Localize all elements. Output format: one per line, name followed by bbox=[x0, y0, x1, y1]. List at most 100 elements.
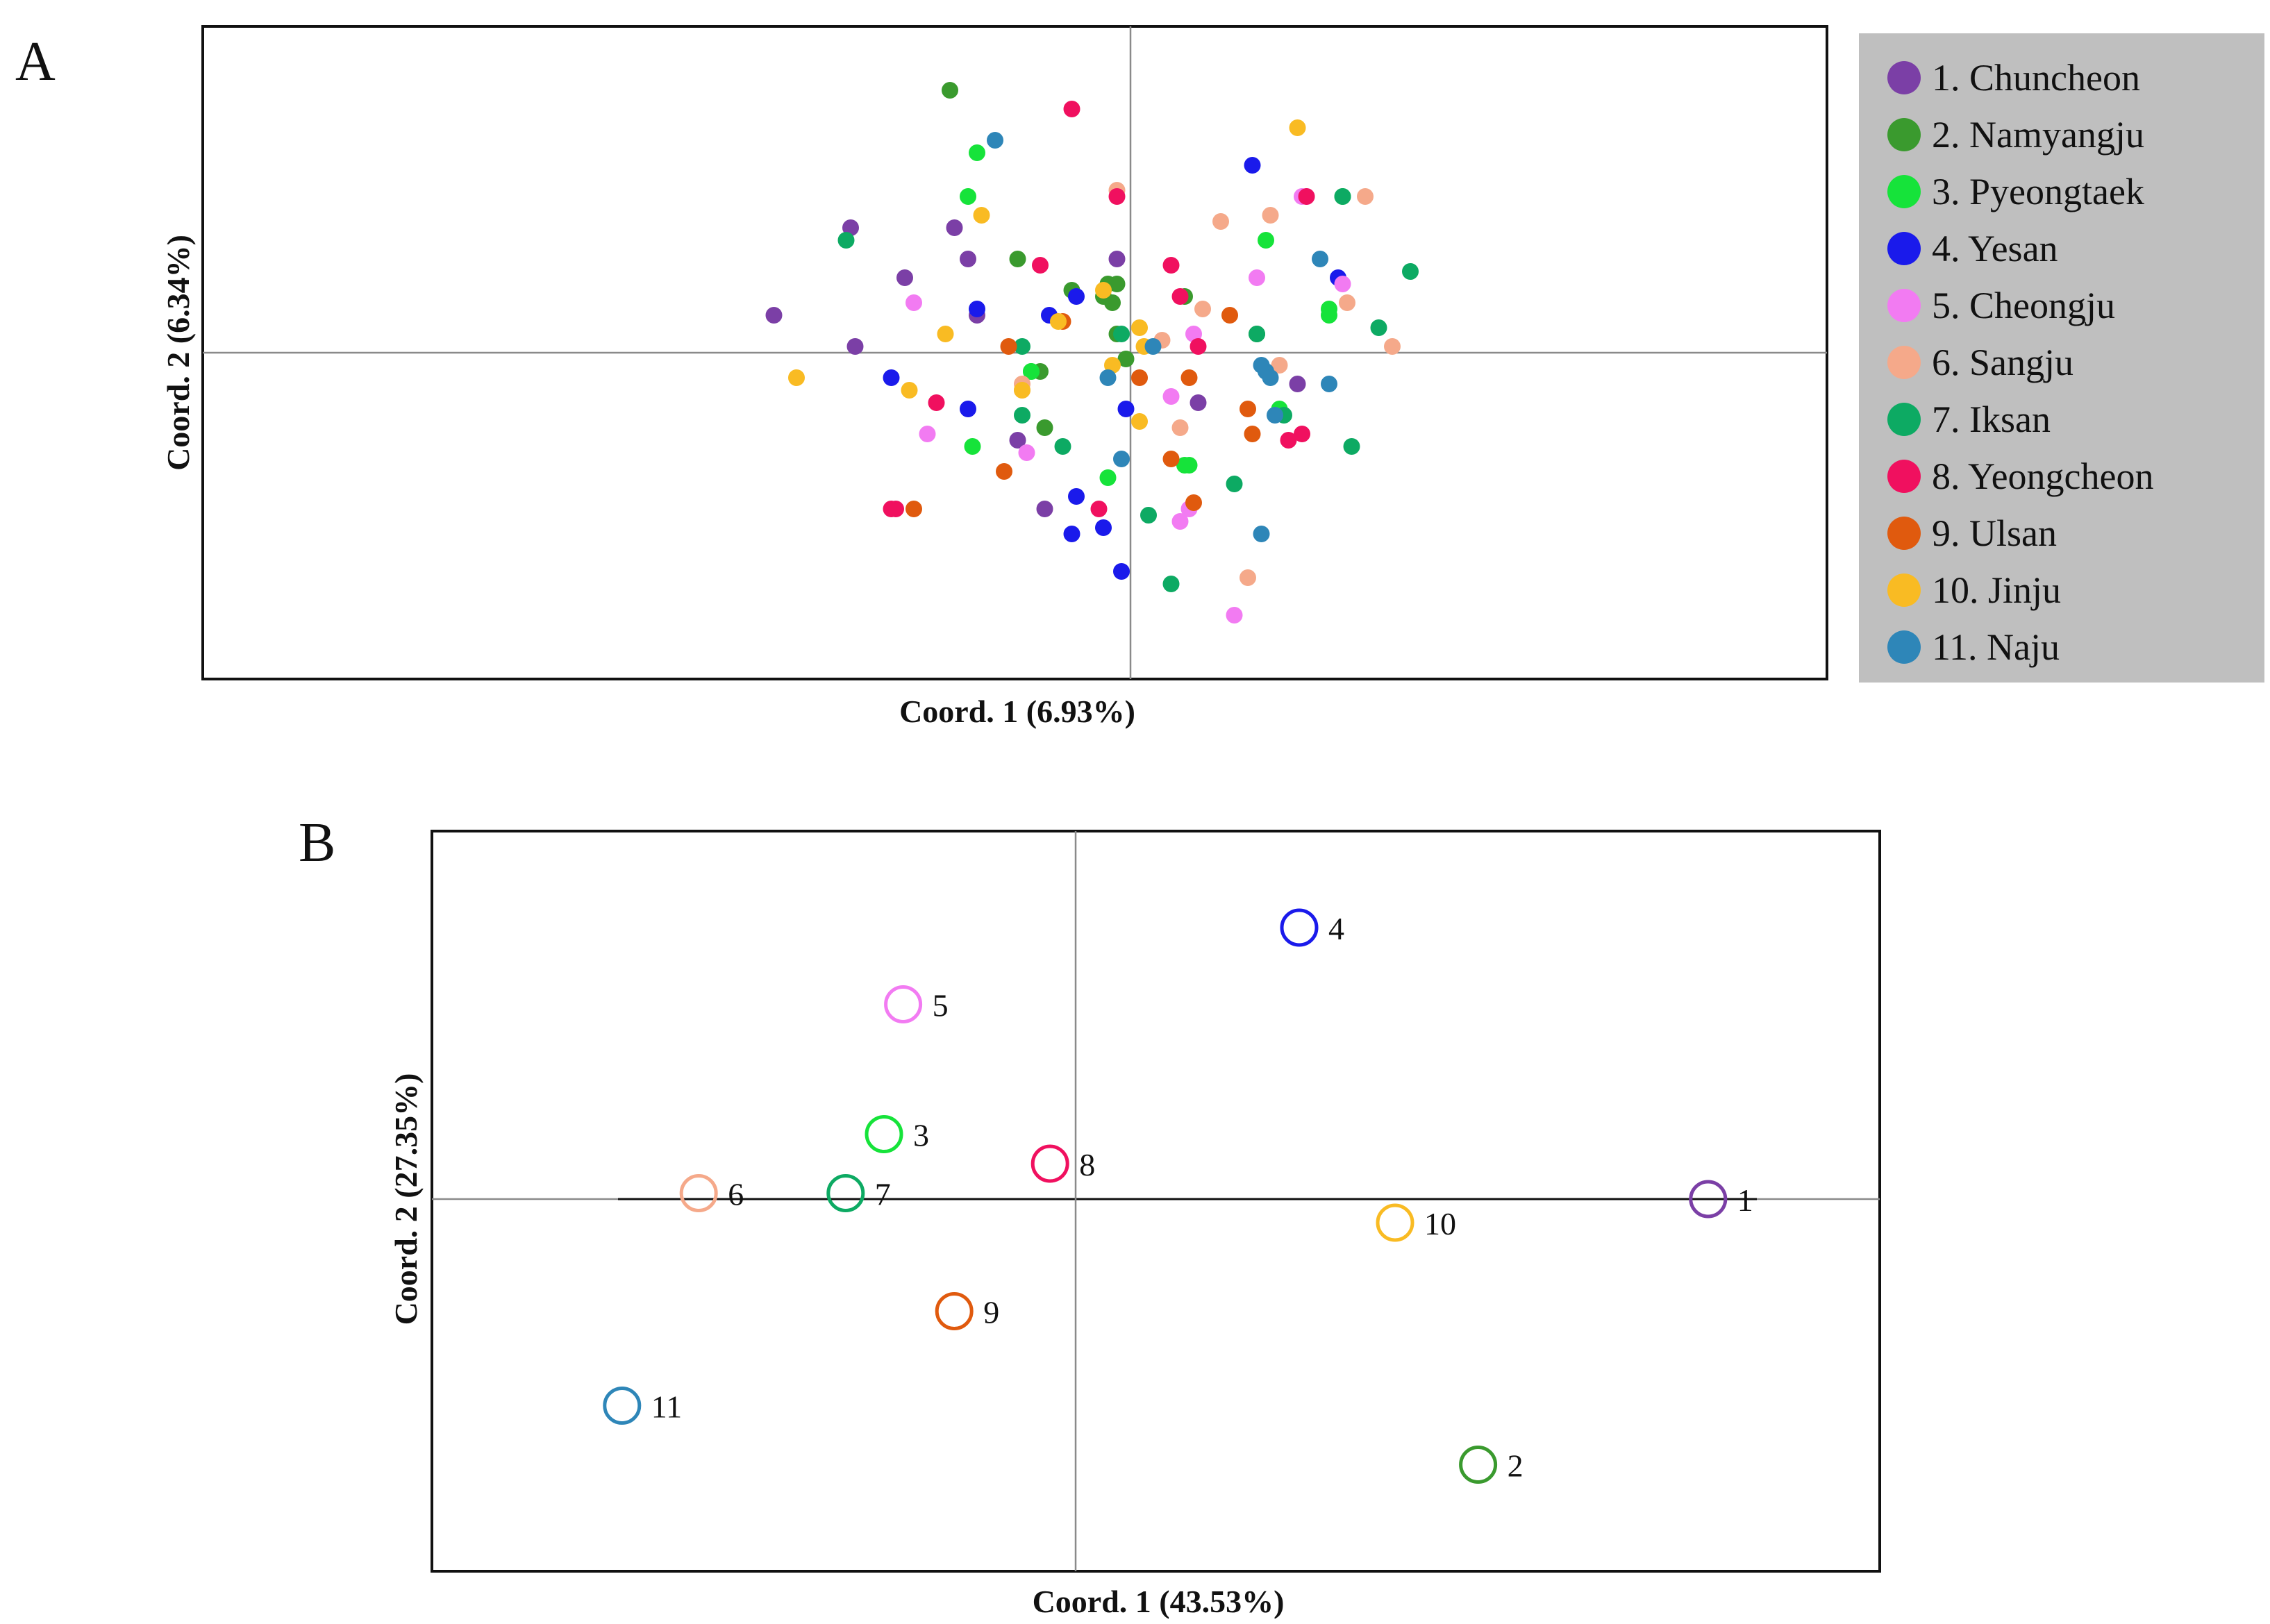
panel-a-point-3 bbox=[1258, 232, 1274, 249]
panel-a-point-6 bbox=[1262, 207, 1279, 224]
panel-a-point-4 bbox=[960, 401, 976, 417]
panel-a-point-9 bbox=[1000, 338, 1017, 355]
panel-a-point-6 bbox=[1357, 188, 1374, 205]
panel-b-letter: B bbox=[299, 812, 335, 873]
panel-b-point-label-9: 9 bbox=[983, 1295, 999, 1330]
legend-label-2: 2. Namyangju bbox=[1932, 114, 2144, 156]
panel-a-point-1 bbox=[765, 307, 783, 324]
legend-marker-3 bbox=[1887, 175, 1921, 208]
panel-a-point-8 bbox=[1032, 257, 1049, 274]
panel-a-point-1 bbox=[842, 219, 859, 236]
panel-a-point-9 bbox=[1185, 494, 1202, 511]
panel-a-point-7 bbox=[1343, 438, 1360, 455]
panel-b-point-4 bbox=[1280, 908, 1319, 947]
panel-a-point-8 bbox=[1090, 501, 1108, 517]
panel-a-point-9 bbox=[1240, 401, 1256, 417]
legend: 1. Chuncheon 2. Namyangju 3. Pyeongtaek 4. … bbox=[1859, 33, 2264, 683]
panel-a-point-7 bbox=[1402, 263, 1419, 280]
panel-a-point-1 bbox=[960, 251, 976, 267]
panel-b-point-label-6: 6 bbox=[728, 1177, 744, 1212]
panel-b-point-10 bbox=[1376, 1203, 1414, 1242]
panel-a-point-6 bbox=[1240, 569, 1256, 586]
panel-b-point-label-8: 8 bbox=[1079, 1147, 1095, 1182]
panel-a-point-1 bbox=[896, 269, 913, 286]
legend-box bbox=[1859, 33, 2264, 683]
panel-a-letter: A bbox=[15, 31, 56, 92]
panel-a-point-7 bbox=[1226, 476, 1243, 492]
panel-a-point-11 bbox=[1267, 407, 1283, 424]
panel-a-point-11 bbox=[1099, 369, 1117, 386]
panel-b-point-8 bbox=[1030, 1144, 1069, 1183]
panel-a-point-2 bbox=[1117, 351, 1135, 367]
panel-a-point-2 bbox=[942, 82, 958, 99]
panel-a-point-9 bbox=[906, 501, 922, 517]
panel-a-point-3 bbox=[1321, 307, 1337, 324]
legend-label-8: 8. Yeongcheon bbox=[1932, 455, 2154, 497]
legend-label-7: 7. Iksan bbox=[1932, 399, 2051, 440]
panel-b-x-axis-title: Coord. 1 (43.53%) bbox=[1033, 1584, 1285, 1619]
panel-a-point-10 bbox=[901, 382, 918, 399]
panel-a-point-5 bbox=[1185, 326, 1202, 342]
panel-b-points: 1 2 3 4 5 6 7 8 9 10 11 bbox=[603, 908, 1753, 1484]
panel-a-point-7 bbox=[1334, 188, 1351, 205]
legend-marker-7 bbox=[1887, 403, 1921, 436]
panel-a-point-5 bbox=[1226, 607, 1243, 623]
panel-a-point-7 bbox=[837, 232, 855, 249]
panel-a-point-8 bbox=[1063, 101, 1080, 117]
panel-a-point-1 bbox=[1036, 501, 1053, 517]
legend-marker-1 bbox=[1887, 61, 1921, 94]
panel-a-point-10 bbox=[1104, 357, 1121, 374]
panel-a-point-5 bbox=[1334, 276, 1351, 292]
panel-a-point-10 bbox=[1095, 282, 1112, 299]
panel-a-point-11 bbox=[1144, 338, 1162, 355]
panel-a-point-9 bbox=[1244, 426, 1261, 442]
panel-a-point-2 bbox=[1009, 251, 1026, 267]
panel-a-x-axis-title: Coord. 1 (6.93%) bbox=[899, 694, 1135, 729]
panel-a-point-5 bbox=[1018, 444, 1035, 461]
panel-a-point-9 bbox=[1162, 451, 1180, 467]
panel-a-point-11 bbox=[1253, 526, 1270, 542]
legend-marker-4 bbox=[1887, 232, 1921, 265]
panel-b-point-label-7: 7 bbox=[875, 1177, 891, 1212]
legend-label-10: 10. Jinju bbox=[1932, 569, 2061, 611]
panel-a-point-10 bbox=[937, 326, 954, 342]
panel-a-point-7 bbox=[1014, 338, 1030, 355]
panel-a-point-1 bbox=[1009, 432, 1026, 449]
panel-a-point-5 bbox=[1162, 388, 1180, 405]
legend-marker-6 bbox=[1887, 346, 1921, 379]
panel-b-plot-area bbox=[431, 830, 1881, 1573]
panel-a-point-6 bbox=[1171, 419, 1189, 436]
panel-a-point-1 bbox=[1289, 376, 1306, 392]
panel-a-point-8 bbox=[883, 501, 900, 517]
panel-a-point-10 bbox=[1050, 313, 1067, 330]
panel-a-point-4 bbox=[1244, 157, 1261, 174]
panel-a-point-4 bbox=[1113, 563, 1130, 580]
panel-a-point-8 bbox=[1190, 338, 1207, 355]
panel-a-point-4 bbox=[1068, 288, 1085, 305]
legend-label-9: 9. Ulsan bbox=[1932, 512, 2057, 554]
panel-a-point-5 bbox=[1249, 269, 1265, 286]
panel-b-point-label-5: 5 bbox=[933, 988, 949, 1023]
panel-b-point-label-3: 3 bbox=[913, 1118, 929, 1153]
panel-a-point-3 bbox=[969, 144, 985, 161]
legend-label-1: 1. Chuncheon bbox=[1932, 57, 2140, 99]
panel-a-point-10 bbox=[1131, 319, 1148, 336]
panel-a-point-11 bbox=[1321, 376, 1337, 392]
panel-a-point-8 bbox=[1171, 288, 1189, 305]
panel-b-point-label-4: 4 bbox=[1328, 911, 1344, 946]
panel-a-point-10 bbox=[1289, 119, 1306, 136]
panel-b-point-9 bbox=[935, 1292, 974, 1330]
panel-a-point-3 bbox=[960, 188, 976, 205]
panel-a-point-5 bbox=[1171, 513, 1189, 530]
panel-a-point-6 bbox=[1384, 338, 1401, 355]
panel-a-point-7 bbox=[1014, 407, 1030, 424]
panel-a-point-7 bbox=[1370, 319, 1387, 336]
panel-a-point-4 bbox=[969, 301, 985, 317]
panel-b-point-2 bbox=[1459, 1446, 1498, 1484]
legend-marker-9 bbox=[1887, 517, 1921, 550]
legend-marker-8 bbox=[1887, 460, 1921, 493]
panel-a-point-8 bbox=[1280, 432, 1297, 449]
panel-a-point-11 bbox=[1113, 451, 1130, 467]
legend-label-11: 11. Naju bbox=[1932, 626, 2060, 668]
